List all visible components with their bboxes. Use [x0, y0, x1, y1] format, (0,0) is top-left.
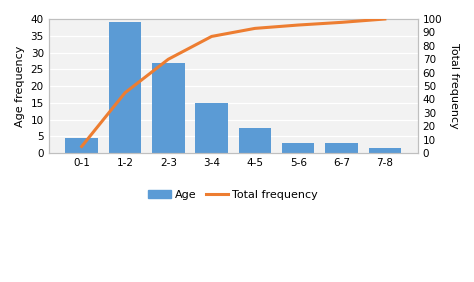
Bar: [152, 63, 184, 153]
Bar: [369, 148, 401, 153]
Bar: [109, 22, 141, 153]
Y-axis label: Age frequency: Age frequency: [15, 45, 25, 127]
Bar: [195, 103, 228, 153]
Bar: [239, 128, 271, 153]
Y-axis label: Total frequency: Total frequency: [449, 43, 459, 129]
Bar: [325, 143, 358, 153]
Bar: [65, 138, 98, 153]
Legend: Age, Total frequency: Age, Total frequency: [144, 185, 322, 204]
Bar: [282, 143, 314, 153]
